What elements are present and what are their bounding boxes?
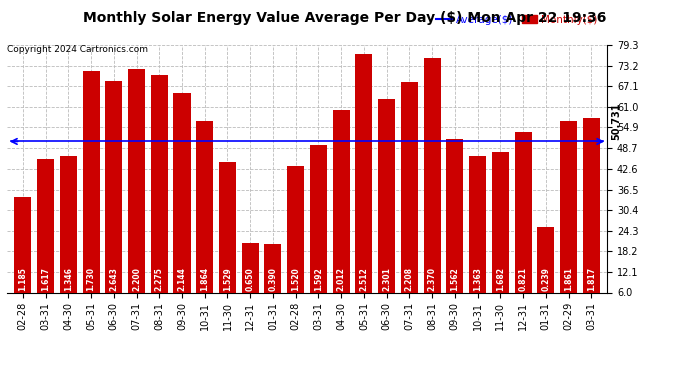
Text: 2.643: 2.643 [109,268,118,291]
Bar [128,69,145,292]
Text: 0.821: 0.821 [519,267,528,291]
Bar [150,75,168,292]
Bar [446,139,464,292]
Text: 1.592: 1.592 [314,268,323,291]
Text: Monthly Solar Energy Value Average Per Day ($) Mon Apr 22 19:36: Monthly Solar Energy Value Average Per D… [83,11,607,25]
Text: 1.617: 1.617 [41,267,50,291]
Bar [378,99,395,292]
Text: Copyright 2024 Cartronics.com: Copyright 2024 Cartronics.com [7,45,148,54]
Bar [515,132,531,292]
Bar [60,156,77,292]
Text: 1.817: 1.817 [586,267,595,291]
Text: 0.650: 0.650 [246,268,255,291]
Text: 2.512: 2.512 [359,268,368,291]
Bar [83,70,99,292]
Bar [560,121,577,292]
Bar [492,152,509,292]
Text: 2.301: 2.301 [382,268,391,291]
Bar [219,162,236,292]
Text: 1.185: 1.185 [19,268,28,291]
Text: 2.208: 2.208 [405,267,414,291]
Bar [469,156,486,292]
Text: 1.730: 1.730 [86,267,95,291]
Bar [287,166,304,292]
Text: 1.529: 1.529 [223,268,232,291]
Bar [355,54,373,292]
Bar [37,159,54,292]
Text: 2.200: 2.200 [132,268,141,291]
Text: 1.864: 1.864 [200,267,209,291]
Bar [264,244,282,292]
Bar [424,58,441,292]
Text: 2.144: 2.144 [177,268,186,291]
Text: 1.363: 1.363 [473,268,482,291]
Text: 2.370: 2.370 [428,267,437,291]
Bar [401,82,418,292]
Bar [333,110,350,292]
Bar [173,93,190,292]
Bar [310,145,327,292]
Text: 0.239: 0.239 [542,268,551,291]
Bar [106,81,122,292]
Bar [196,121,213,292]
Text: 2.012: 2.012 [337,268,346,291]
Text: 1.682: 1.682 [496,267,505,291]
Bar [538,227,554,292]
Bar [241,243,259,292]
Text: 0.390: 0.390 [268,268,277,291]
Bar [14,197,31,292]
Bar [583,117,600,292]
Text: 50.731: 50.731 [611,103,621,141]
Text: 1.346: 1.346 [63,268,72,291]
Text: 1.562: 1.562 [451,268,460,291]
Text: 2.275: 2.275 [155,268,164,291]
Text: 1.520: 1.520 [291,268,300,291]
Legend: Average($), Monthly($): Average($), Monthly($) [432,10,602,29]
Text: 1.861: 1.861 [564,267,573,291]
